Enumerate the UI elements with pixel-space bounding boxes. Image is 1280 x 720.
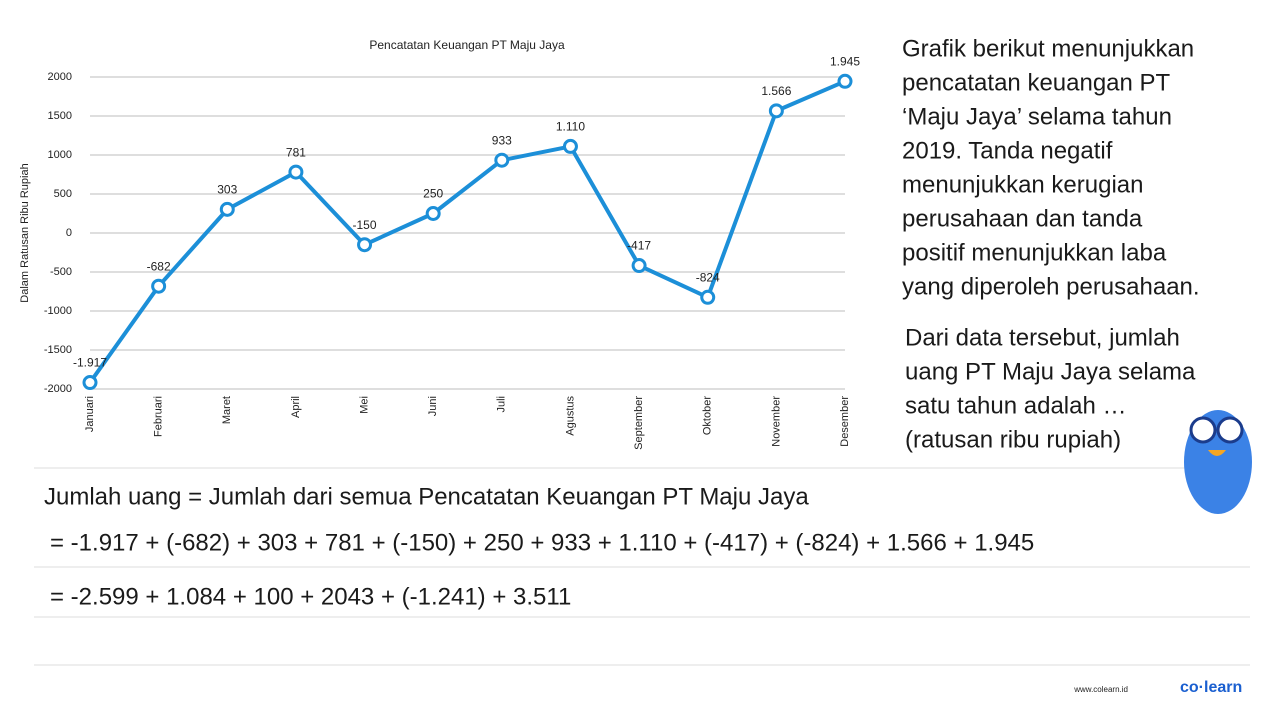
data-label: 303 <box>217 183 237 197</box>
y-tick-label: 1500 <box>48 110 72 122</box>
data-line <box>88 79 846 384</box>
description-line: menunjukkan kerugian <box>902 171 1144 198</box>
footer-brand: co·learn <box>1180 679 1242 696</box>
data-point <box>151 278 167 294</box>
question-line: satu tahun adalah … <box>905 392 1127 419</box>
y-tick-label: -1000 <box>44 305 72 317</box>
data-label: 1.110 <box>556 120 585 134</box>
y-tick-label: -500 <box>50 266 72 278</box>
data-point <box>82 375 98 391</box>
description-line: yang diperoleh perusahaan. <box>902 273 1200 300</box>
footer-url: www.colearn.id <box>1073 685 1128 694</box>
question-line: (ratusan ribu rupiah) <box>905 426 1121 453</box>
x-tick-label: Februari <box>153 396 165 437</box>
x-tick-label: April <box>290 396 302 418</box>
data-label: -1.917 <box>73 356 107 370</box>
data-point <box>288 164 304 180</box>
data-point <box>219 201 235 217</box>
x-tick-label: Januari <box>84 396 96 432</box>
x-tick-label: November <box>770 396 782 447</box>
data-label: -417 <box>627 239 651 253</box>
data-point <box>631 258 647 274</box>
data-point <box>494 152 510 168</box>
data-label: 250 <box>423 187 443 201</box>
data-point <box>562 138 578 154</box>
y-tick-label: 0 <box>66 227 72 239</box>
x-tick-label: September <box>633 396 645 450</box>
data-point <box>425 206 441 221</box>
data-point <box>700 289 716 305</box>
y-tick-label: -1500 <box>44 344 72 356</box>
y-axis-label: Dalam Ratusan Ribu Rupiah <box>19 163 31 302</box>
description-line: 2019. Tanda negatif <box>902 137 1113 164</box>
y-tick-label: 500 <box>54 188 72 200</box>
mascot <box>1184 410 1252 514</box>
data-label: 933 <box>492 133 512 147</box>
data-label: -150 <box>353 218 377 232</box>
y-tick-label: 2000 <box>48 71 72 83</box>
data-label: 781 <box>286 145 306 159</box>
x-tick-label: Maret <box>221 396 233 424</box>
solution-line: = -1.917 + (-682) + 303 + 781 + (-150) +… <box>50 529 1034 556</box>
question-line: uang PT Maju Jaya selama <box>905 358 1196 385</box>
data-label: -824 <box>696 270 720 284</box>
x-tick-label: Juni <box>427 396 439 416</box>
y-tick-label: -2000 <box>44 383 72 395</box>
data-point <box>768 103 784 119</box>
data-label: 1.945 <box>830 54 860 68</box>
description-line: Grafik berikut menunjukkan <box>902 35 1194 62</box>
data-point <box>837 73 853 89</box>
solution-line: Jumlah uang = Jumlah dari semua Pencatat… <box>44 483 809 510</box>
x-tick-label: Mei <box>358 396 370 414</box>
data-point <box>357 237 373 253</box>
chart-title: Pencatatan Keuangan PT Maju Jaya <box>369 38 565 52</box>
question-line: Dari data tersebut, jumlah <box>905 324 1180 351</box>
data-label: -682 <box>147 259 171 273</box>
x-tick-label: Oktober <box>702 396 714 435</box>
description-line: perusahaan dan tanda <box>902 205 1143 232</box>
data-label: 1.566 <box>761 84 791 98</box>
y-tick-label: 1000 <box>48 149 72 161</box>
description-line: pencatatan keuangan PT <box>902 69 1171 96</box>
description-line: positif menunjukkan laba <box>902 239 1167 266</box>
description-line: ‘Maju Jaya’ selama tahun <box>902 103 1172 130</box>
solution-line: = -2.599 + 1.084 + 100 + 2043 + (-1.241)… <box>50 583 571 610</box>
x-tick-label: Juli <box>496 396 508 413</box>
x-tick-label: Agustus <box>564 396 576 436</box>
x-tick-label: Desember <box>839 396 851 447</box>
